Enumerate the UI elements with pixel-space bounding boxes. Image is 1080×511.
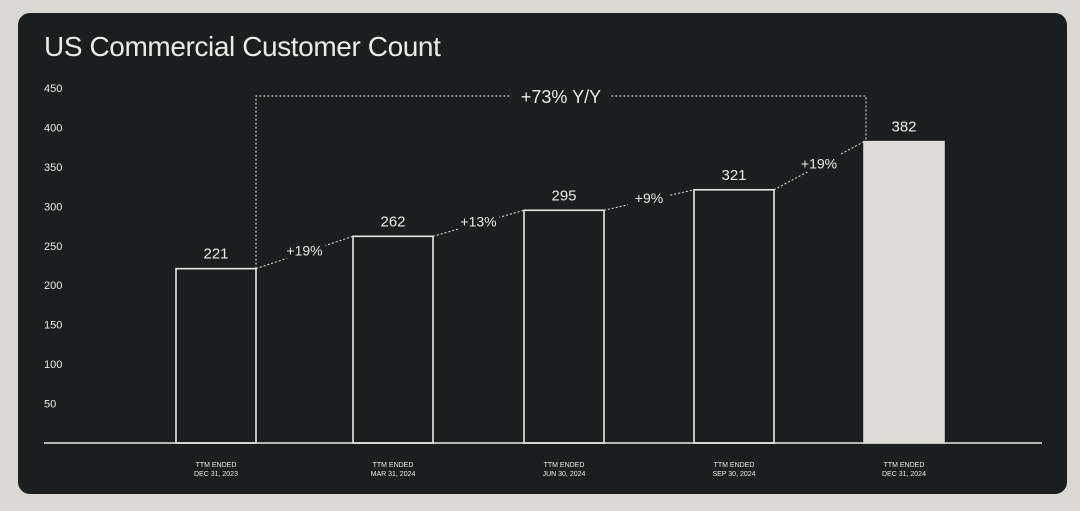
overall-growth-label-bg — [511, 84, 611, 108]
growth-connector — [603, 189, 695, 211]
overall-growth-label: +73% Y/Y — [521, 87, 601, 107]
chart-title: US Commercial Customer Count — [44, 31, 441, 62]
x-tick-label: TTM ENDED — [714, 462, 755, 469]
x-tick-label: TTM ENDED — [373, 462, 414, 469]
y-tick-label: 100 — [44, 359, 62, 371]
x-tick-label: JUN 30, 2024 — [543, 471, 586, 478]
x-tick-label: SEP 30, 2024 — [712, 471, 755, 478]
y-tick-label: 350 — [44, 162, 62, 174]
bar — [352, 235, 434, 444]
bar-value-label: 382 — [891, 119, 916, 136]
growth-connector — [255, 235, 354, 270]
bar-value-label: 221 — [203, 246, 228, 263]
y-tick-label: 250 — [44, 241, 62, 253]
growth-label: +9% — [635, 190, 663, 206]
x-tick-label: DEC 31, 2023 — [194, 471, 238, 478]
y-tick-label: 150 — [44, 320, 62, 332]
growth-label: +19% — [801, 156, 837, 172]
x-tick-label: TTM ENDED — [196, 462, 237, 469]
bar-value-label: 321 — [721, 167, 746, 184]
x-tick-label: MAR 31, 2024 — [371, 471, 416, 478]
y-tick-label: 450 — [44, 83, 62, 95]
y-tick-label: 200 — [44, 280, 62, 292]
growth-label: +19% — [286, 242, 322, 258]
x-tick-label: DEC 31, 2024 — [882, 471, 926, 478]
growth-label: +13% — [460, 213, 496, 229]
growth-label-bg — [283, 240, 326, 259]
x-tick-label: TTM ENDED — [544, 462, 585, 469]
y-tick-label: 50 — [44, 399, 56, 411]
bar — [175, 267, 257, 444]
bar-value-label: 262 — [380, 213, 405, 230]
growth-connector — [773, 141, 865, 191]
x-tick-label: TTM ENDED — [884, 462, 925, 469]
bar — [863, 140, 945, 444]
bar-value-label: 295 — [551, 187, 576, 204]
growth-label-bg — [457, 211, 500, 230]
bar — [693, 188, 775, 444]
y-tick-label: 300 — [44, 201, 62, 213]
growth-label-bg — [628, 188, 670, 207]
bar — [523, 209, 605, 444]
y-tick-label: 400 — [44, 122, 62, 134]
growth-label-bg — [798, 153, 840, 172]
